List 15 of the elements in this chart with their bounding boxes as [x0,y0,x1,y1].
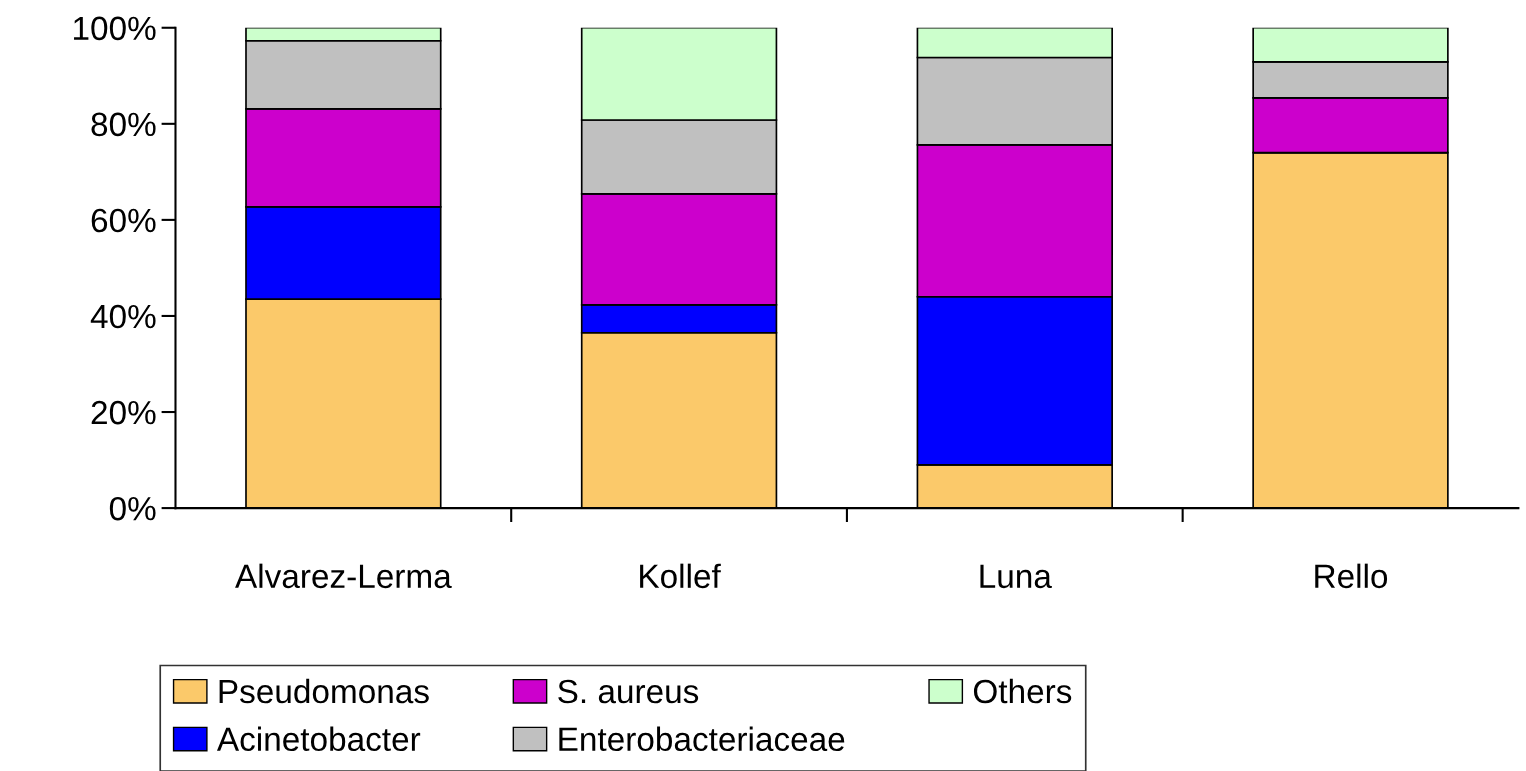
x-tick-label: Rello [1315,563,1388,589]
legend-label: Pseudomonas [219,678,429,704]
x-tick-label: Kollef [640,563,721,589]
y-tick-label: 20% [91,400,156,425]
y-tick-label: 40% [90,304,156,329]
x-tick-label: Alvarez-Lerma [235,563,452,589]
y-tick-label: 0% [109,496,156,521]
y-tick-label: 60% [91,208,156,233]
legend-label: Enterobacteriaceae [559,726,845,752]
y-tick-label: 100% [74,16,156,41]
legend-label: Others [973,678,1072,704]
y-tick-label: 80% [91,112,156,137]
legend-label: S. aureus [558,679,699,704]
x-tick-label: Luna [980,564,1052,589]
legend-label: Acinetobacter [216,726,421,752]
